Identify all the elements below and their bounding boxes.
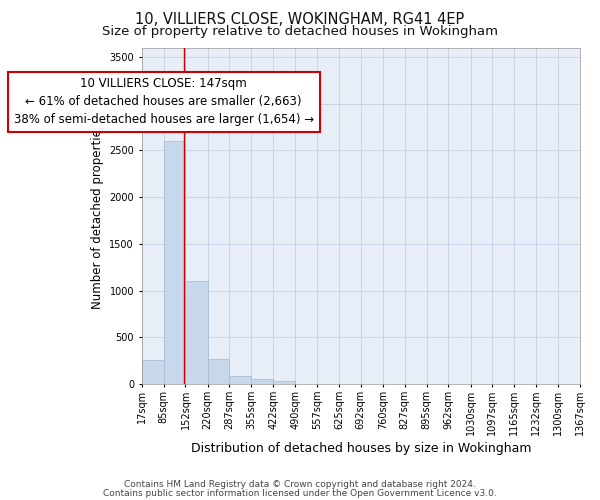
Bar [208, 359, 229, 384]
Bar [142, 360, 164, 384]
Bar [251, 380, 273, 384]
Text: Contains public sector information licensed under the Open Government Licence v3: Contains public sector information licen… [103, 489, 497, 498]
X-axis label: Distribution of detached houses by size in Wokingham: Distribution of detached houses by size … [191, 442, 531, 455]
Text: Contains HM Land Registry data © Crown copyright and database right 2024.: Contains HM Land Registry data © Crown c… [124, 480, 476, 489]
Text: 10, VILLIERS CLOSE, WOKINGHAM, RG41 4EP: 10, VILLIERS CLOSE, WOKINGHAM, RG41 4EP [136, 12, 464, 28]
Bar [164, 141, 185, 384]
Y-axis label: Number of detached properties: Number of detached properties [91, 122, 104, 308]
Bar [229, 376, 251, 384]
Bar [273, 381, 295, 384]
Text: Size of property relative to detached houses in Wokingham: Size of property relative to detached ho… [102, 25, 498, 38]
Text: 10 VILLIERS CLOSE: 147sqm
← 61% of detached houses are smaller (2,663)
38% of se: 10 VILLIERS CLOSE: 147sqm ← 61% of detac… [14, 78, 314, 126]
Bar [185, 281, 208, 384]
